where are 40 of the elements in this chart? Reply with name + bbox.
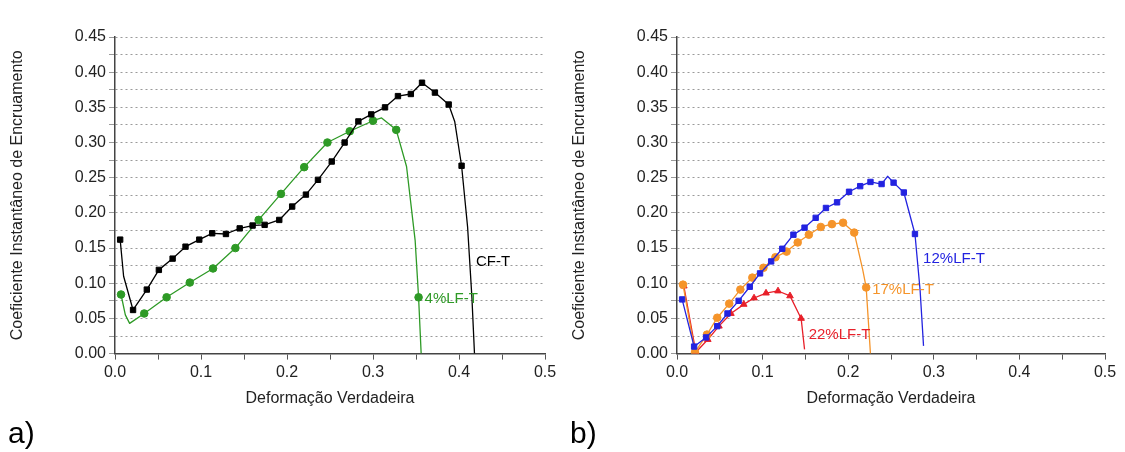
y-tick-label: 0.35 [636,97,669,115]
x-tick-label: 0.2 [275,362,299,380]
y-tick-label: 0.45 [74,27,107,45]
x-tick-label: 0.3 [361,362,385,380]
x-tick-label: 0.3 [922,362,946,380]
y-tick-label: 0.15 [636,238,669,256]
x-tick-label: 0.0 [103,362,127,380]
x-tick-label: 0.5 [533,362,557,380]
y-tick-label: 0.40 [74,62,107,80]
x-axis-title: Deformação Verdadeira [245,388,415,406]
x-tick-label: 0.2 [837,362,860,380]
x-tick-label: 0.1 [189,362,213,380]
x-axis-title: Deformação Verdadeira [806,388,976,406]
y-axis-title: Coeficiente Instantâneo de Encruamento [570,50,588,341]
y-tick-label: 0.10 [74,273,107,291]
y-tick-label: 0.00 [636,344,669,362]
y-tick-label: 0.00 [74,344,107,362]
y-tick-label: 0.25 [74,168,107,186]
annotation: 12%LF-T [923,249,985,267]
y-tick-label: 0.20 [74,203,107,221]
y-tick-label: 0.05 [74,308,107,326]
y-tick-label: 0.05 [636,308,669,326]
text: b) [570,416,597,450]
y-tick-label: 0.20 [636,203,669,221]
y-tick-label: 0.30 [636,132,669,150]
y-tick-label: 0.35 [74,97,107,115]
y-tick-label: 0.10 [636,273,669,291]
y-axis-title: Coeficiente Instantâneo de Encruamento [8,50,26,341]
y-tick-label: 0.30 [74,132,107,150]
y-tick-label: 0.15 [74,238,107,256]
y-tick-label: 0.45 [636,27,669,45]
x-tick-label: 0.0 [665,362,689,380]
annotation: CF-T [475,252,511,270]
x-tick-label: 0.4 [447,362,471,380]
x-tick-label: 0.4 [1008,362,1031,380]
x-tick-label: 0.5 [1093,362,1117,380]
text: a) [8,416,35,450]
x-tick-label: 0.1 [751,362,774,380]
y-tick-label: 0.40 [636,62,669,80]
y-tick-label: 0.25 [636,168,669,186]
